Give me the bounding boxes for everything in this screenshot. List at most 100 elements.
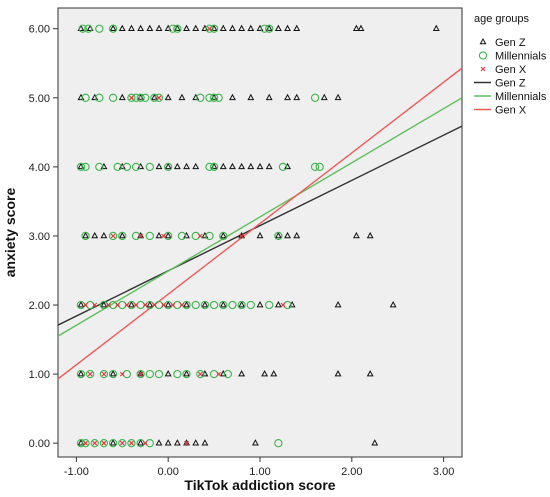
point-circle [99, 439, 109, 448]
point-triangle [320, 93, 328, 101]
point-x [129, 440, 134, 446]
point-triangle [128, 300, 135, 308]
point-circle [113, 162, 122, 172]
point-circle [131, 93, 141, 102]
point-triangle [192, 439, 200, 446]
point-circle [127, 93, 136, 102]
point-x [142, 440, 148, 446]
point-circle [173, 24, 182, 33]
legend-label: Millennials [495, 51, 547, 63]
point-triangle [366, 370, 374, 377]
point-triangle [91, 231, 99, 239]
point-x [119, 440, 125, 446]
point-circle [108, 24, 118, 33]
point-triangle [247, 93, 255, 101]
point-x [92, 302, 98, 308]
point-circle [136, 439, 145, 448]
point-x [207, 26, 212, 32]
point-triangle [284, 231, 291, 239]
point-x [216, 371, 222, 377]
point-circle [283, 300, 292, 310]
legend-circle-icon [478, 51, 488, 60]
point-circle [85, 369, 95, 379]
point-circle [265, 24, 274, 33]
point-circle [164, 162, 173, 172]
point-circle [310, 93, 320, 102]
legend-label: Gen Z [495, 78, 526, 90]
point-triangle [183, 162, 190, 170]
point-triangle [334, 300, 342, 308]
point-triangle [366, 231, 374, 239]
point-circle [274, 231, 283, 241]
point-circle [118, 231, 127, 241]
point-triangle [274, 300, 282, 308]
fit-line-0 [58, 125, 462, 326]
point-triangle [109, 24, 117, 32]
point-circle [219, 300, 228, 310]
point-triangle [137, 439, 145, 446]
point-triangle [265, 162, 273, 170]
point-x [83, 440, 88, 446]
y-tick-label: 0.00 [29, 438, 50, 450]
point-circle [136, 300, 145, 310]
point-circle [278, 162, 288, 172]
point-x [280, 302, 286, 308]
point-circle [209, 300, 219, 310]
point-circle [118, 439, 127, 448]
point-x [124, 302, 130, 308]
point-x [184, 440, 189, 446]
point-triangle [251, 439, 259, 446]
point-circle [246, 300, 255, 310]
point-x [110, 233, 116, 239]
point-circle [164, 300, 173, 310]
point-circle [274, 439, 283, 448]
point-triangle [82, 231, 89, 239]
x-tick-label: 0.00 [157, 466, 178, 478]
point-triangle [77, 370, 85, 377]
point-circle [223, 369, 233, 379]
point-x [161, 233, 166, 239]
point-triangle [164, 231, 172, 239]
point-triangle [118, 93, 126, 101]
legend-label: Gen X [495, 64, 527, 76]
point-x [239, 233, 245, 239]
point-circle [209, 369, 219, 379]
point-triangle [247, 162, 255, 170]
point-circle [205, 162, 214, 172]
point-triangle [334, 93, 342, 101]
point-x [197, 371, 203, 377]
point-triangle [100, 300, 108, 308]
x-tick-label: -1.00 [64, 466, 89, 478]
point-triangle [183, 370, 190, 377]
point-triangle [164, 300, 172, 308]
legend-title: age groups [474, 13, 530, 25]
point-x [106, 302, 111, 308]
point-circle [168, 24, 177, 33]
point-triangle [155, 162, 163, 170]
y-tick-label: 5.00 [29, 93, 50, 105]
point-circle [182, 300, 191, 310]
point-circle [108, 231, 118, 241]
point-triangle [284, 93, 291, 101]
point-circle [136, 93, 145, 102]
point-x [156, 95, 162, 101]
point-x [119, 371, 125, 377]
point-triangle [146, 24, 154, 32]
point-circle [219, 231, 228, 241]
point-triangle [256, 162, 264, 170]
point-triangle [293, 24, 301, 32]
y-tick-label: 3.00 [29, 231, 50, 243]
point-triangle [219, 300, 227, 308]
point-triangle [137, 24, 145, 32]
point-triangle [164, 93, 172, 101]
point-x [87, 371, 93, 377]
point-circle [228, 300, 237, 310]
point-triangle [274, 231, 282, 239]
y-tick-label: 1.00 [29, 369, 50, 381]
point-circle [154, 369, 164, 379]
point-x [138, 233, 144, 239]
point-circle [196, 369, 205, 379]
point-circle [145, 300, 154, 310]
point-triangle [173, 162, 181, 170]
